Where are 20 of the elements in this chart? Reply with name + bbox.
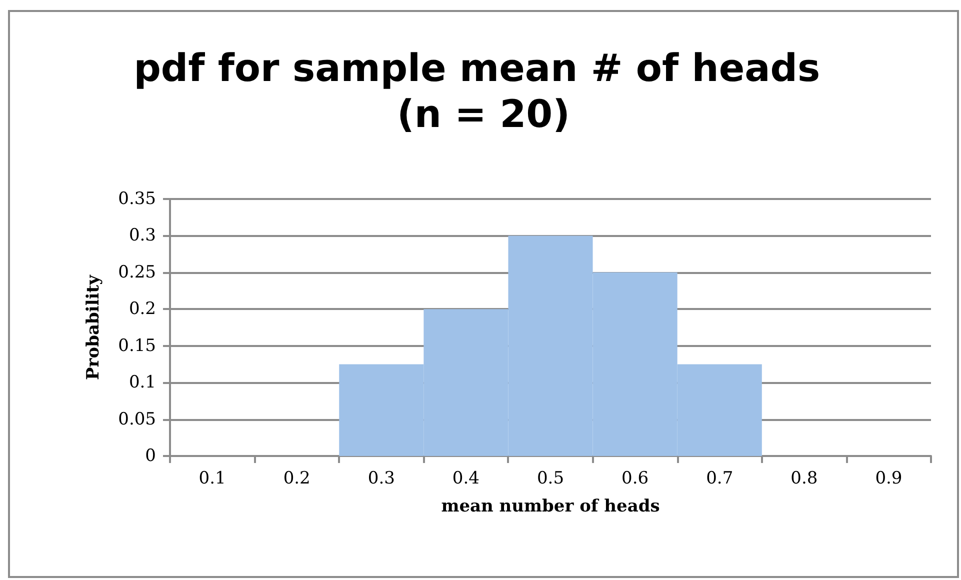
- y-tick-label: 0: [145, 446, 156, 466]
- y-tick-label: 0.05: [118, 409, 156, 430]
- y-tick-label: 0.3: [128, 226, 156, 246]
- chart-title: pdf for sample mean # of heads (n = 20): [134, 46, 834, 136]
- x-tick-label: 0.9: [875, 468, 902, 488]
- y-axis-title: Probability: [84, 274, 104, 380]
- x-tick-label: 0.1: [198, 468, 226, 488]
- y-tick-label: 0.25: [118, 262, 156, 282]
- x-tick-label: 0.7: [706, 468, 734, 488]
- x-tick-label: 0.4: [452, 468, 480, 488]
- x-tick-label: 0.6: [622, 468, 649, 488]
- y-tick-label: 0.15: [118, 336, 156, 356]
- x-tick-label: 0.5: [536, 468, 564, 488]
- y-tick-label: 0.2: [128, 299, 156, 320]
- x-tick-label: 0.8: [790, 468, 818, 488]
- x-axis-title: mean number of heads: [441, 496, 660, 516]
- y-tick-label: 0.1: [128, 372, 156, 393]
- x-tick-label: 0.3: [368, 468, 395, 488]
- y-tick-label: 0.35: [118, 189, 156, 209]
- x-tick-label: 0.2: [283, 468, 310, 488]
